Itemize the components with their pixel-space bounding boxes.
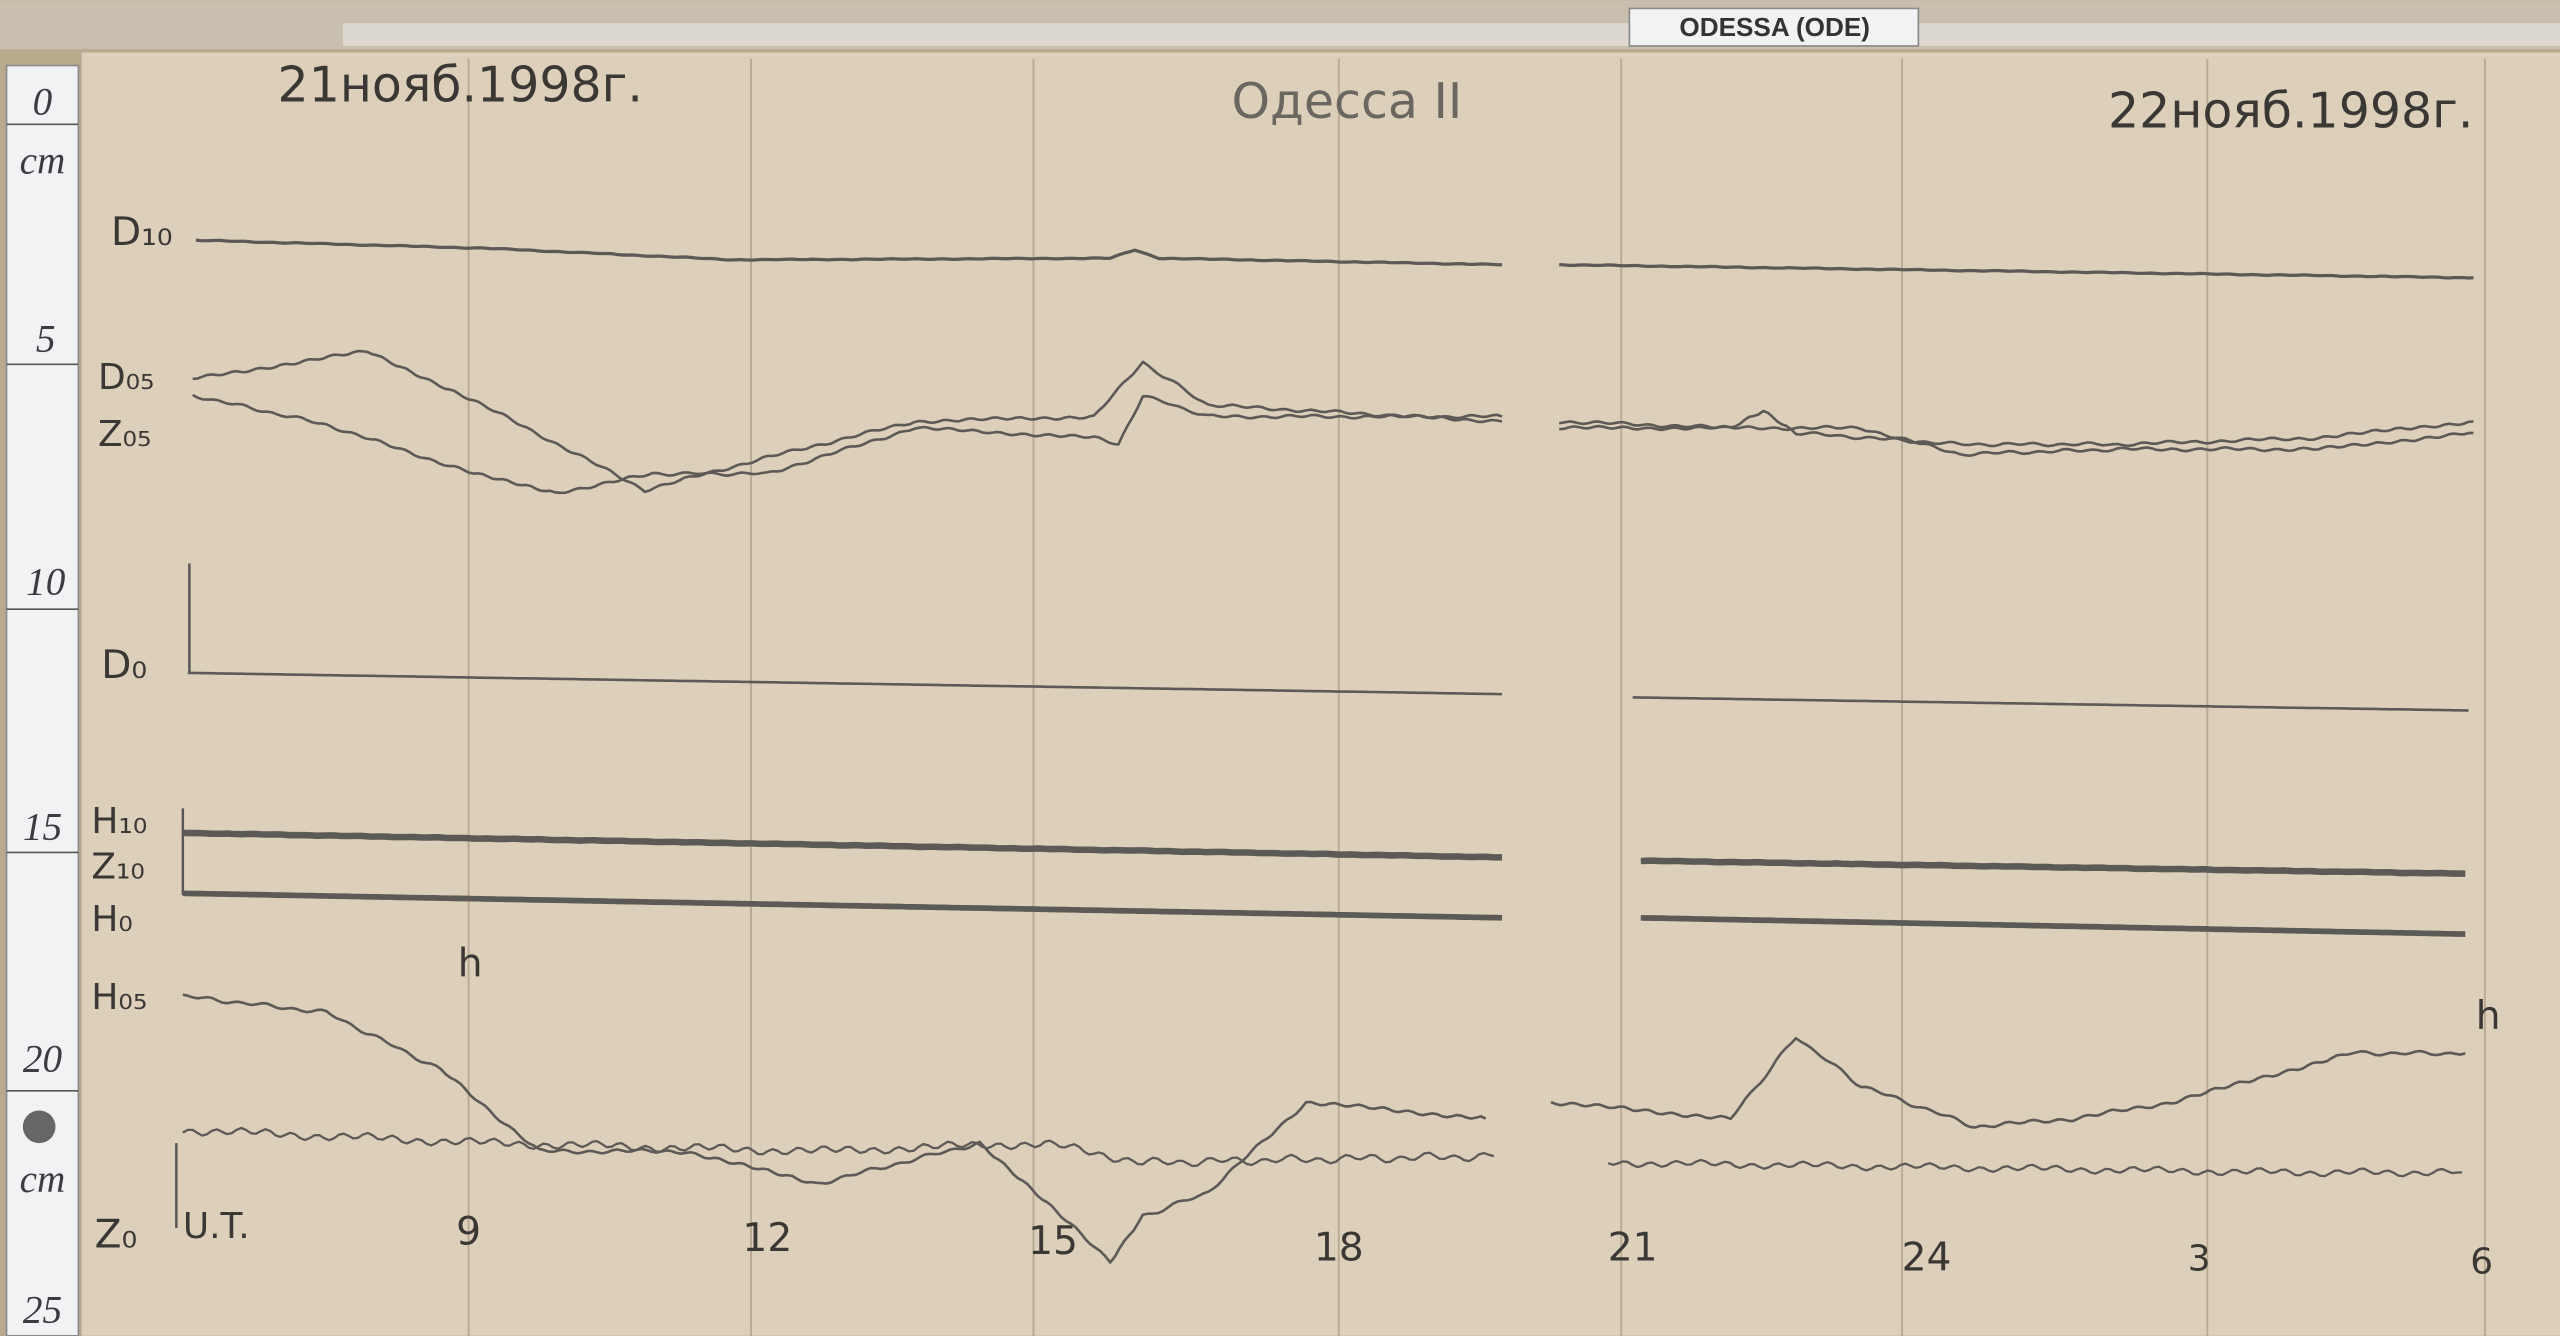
- hour-label: 21: [1608, 1226, 1658, 1271]
- h0-trace: [182, 890, 1503, 921]
- end-date: 22нояб.1998г.: [2108, 83, 2473, 140]
- h10-trace: [1640, 857, 2466, 877]
- curve-label: Z₀: [95, 1213, 138, 1258]
- d10-trace: [1559, 262, 2474, 280]
- ruler-mark: 15: [23, 805, 62, 848]
- start-date: 21нояб.1998г.: [278, 56, 643, 113]
- traces: [182, 238, 2474, 1264]
- station-tag: [1628, 7, 1920, 47]
- curve-label: D₁₀: [111, 210, 173, 255]
- ruler-mark: 25: [23, 1289, 62, 1332]
- curve-label: D₀₅: [98, 357, 154, 398]
- ruler-mark: 10: [26, 561, 66, 604]
- axis-name: U.T.: [183, 1206, 250, 1247]
- hour-label: 12: [742, 1216, 792, 1261]
- axis-unit: h: [458, 942, 483, 987]
- curve-label: H₁₀: [91, 801, 147, 842]
- ruler-pin: [22, 1110, 56, 1144]
- ruler-unit: cm: [20, 1158, 66, 1201]
- d05-trace: [192, 349, 1503, 494]
- curve-label: H₀: [91, 899, 132, 940]
- curve-label: Z₀₅: [98, 414, 151, 455]
- d0-trace: [187, 671, 1503, 696]
- z05-trace: [192, 393, 1503, 495]
- hour-label: 24: [1902, 1235, 1952, 1280]
- paper: [81, 52, 2560, 1336]
- h05-trace: [1550, 1036, 2466, 1129]
- z05-trace: [1559, 424, 2474, 458]
- h0-trace: [1640, 914, 2466, 937]
- station-label: ODESSA (ODE): [1679, 12, 1870, 42]
- ruler-mark: 5: [36, 317, 56, 360]
- hour-label: 18: [1314, 1226, 1364, 1271]
- ruler-mark: 0: [33, 81, 53, 124]
- baseline-markers: [175, 563, 191, 1228]
- d0-trace: [1632, 696, 2469, 712]
- ruler-ticks: [6, 123, 79, 1092]
- grid: [467, 59, 2486, 1336]
- hour-label: 9: [456, 1209, 481, 1254]
- ruler-mark: 20: [23, 1037, 63, 1080]
- z0-trace: [182, 1126, 1495, 1168]
- curve-label: H₀₅: [91, 977, 147, 1018]
- hour-label: 6: [2470, 1242, 2493, 1283]
- hour-label: 15: [1028, 1219, 1078, 1264]
- h05-trace: [182, 993, 1487, 1264]
- ruler-unit: cm: [20, 139, 66, 182]
- hour-label: 3: [2188, 1238, 2211, 1279]
- curve-label: Z₁₀: [91, 847, 144, 888]
- axis-unit: h: [2476, 994, 2501, 1039]
- z0-trace: [1607, 1158, 2463, 1178]
- station-title: Одесса II: [1232, 73, 1463, 130]
- curve-label: D₀: [101, 643, 147, 688]
- h10-trace: [182, 829, 1503, 861]
- glass-edge: [342, 23, 2560, 46]
- ruler: [5, 64, 80, 1336]
- d10-trace: [195, 238, 1503, 267]
